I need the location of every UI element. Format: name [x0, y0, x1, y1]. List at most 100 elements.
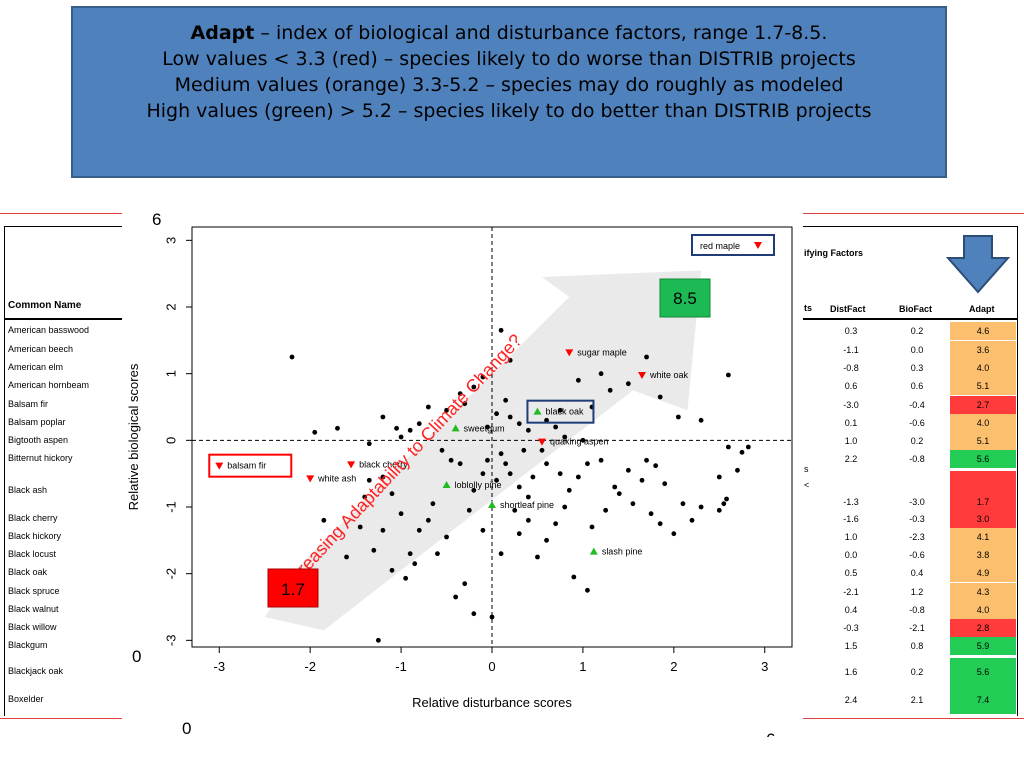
- data-point: [553, 424, 559, 430]
- data-point: [453, 594, 459, 600]
- y-tick-label: -1: [163, 501, 178, 513]
- table-row-name: American hornbeam: [8, 380, 90, 390]
- data-point: [648, 511, 654, 517]
- table-cell-biofact: 0.0: [910, 344, 924, 355]
- data-point: [544, 417, 549, 423]
- y-tick-label: 1: [163, 370, 178, 377]
- highlight-box: [526, 399, 595, 424]
- chart-panel: -3 -2 -1 0 1 2 3 -3 -2 -1 0 1 2 3 Relative disturbance…: [122, 199, 803, 749]
- side-mark-2: <: [804, 480, 810, 490]
- data-point: [585, 461, 590, 467]
- y-tick-label: -2: [163, 568, 178, 580]
- table-row-name: Black willow: [8, 622, 57, 632]
- point-label: white oak: [649, 370, 689, 380]
- point-label: black cherry: [359, 459, 408, 469]
- data-point: [689, 517, 695, 523]
- data-point: [603, 507, 609, 513]
- data-point: [535, 554, 540, 560]
- data-point: [716, 474, 722, 480]
- table-cell-distfact: -2.1: [843, 586, 859, 597]
- data-point: [466, 507, 472, 513]
- table-cell-biofact: -2.1: [909, 622, 925, 633]
- title-line-1: Adapt – index of biological and disturba…: [73, 20, 945, 46]
- point-label: balsam fir: [227, 461, 266, 471]
- data-point: [566, 487, 572, 493]
- data-point: [639, 477, 645, 483]
- data-point: [739, 449, 745, 455]
- x-tick-label: 0: [488, 659, 495, 674]
- data-point: [412, 561, 418, 567]
- data-point: [516, 531, 522, 537]
- data-point: [553, 521, 559, 527]
- point-label: sugar maple: [577, 347, 627, 357]
- title-line-4: High values (green) > 5.2 – species like…: [146, 100, 872, 122]
- table-cell-distfact: 0.4: [844, 604, 858, 615]
- data-point: [366, 441, 372, 447]
- table-cell-distfact: 0.5: [844, 567, 858, 578]
- header-distfact: DistFact: [830, 304, 866, 314]
- data-point: [562, 434, 568, 440]
- table-cell-adapt: 5.9: [976, 640, 990, 651]
- title-line-3: Medium values (orange) 3.3-5.2 – species…: [174, 74, 844, 96]
- adaptability-arrow-band: [264, 270, 702, 631]
- title-line-1-rest: – index of biological and disturbance fa…: [254, 22, 828, 44]
- table-cell-adapt-bg: [950, 658, 1016, 687]
- data-point: [457, 461, 463, 467]
- table-cell-adapt: 4.9: [976, 567, 990, 578]
- legend-box: [691, 234, 775, 256]
- data-point: [516, 484, 522, 490]
- range-low-label: 1.7: [281, 580, 305, 599]
- table-row-name: Black hickory: [8, 531, 62, 541]
- data-point: [724, 496, 729, 502]
- data-point: [745, 444, 751, 450]
- data-point: [598, 457, 604, 463]
- data-point: [525, 427, 531, 433]
- data-point: [675, 414, 681, 420]
- data-point: [471, 611, 477, 617]
- scatter-chart: -3 -2 -1 0 1 2 3 -3 -2 -1 0 1 2 3 Relative disturbance…: [126, 210, 793, 749]
- red-rule-left-top: [0, 213, 122, 214]
- green-triangle-marker: [451, 424, 460, 432]
- red-triangle-marker: [565, 349, 574, 357]
- table-cell-adapt: 2.7: [976, 399, 990, 410]
- red-triangle-marker: [638, 372, 646, 379]
- highlight-box: [208, 453, 293, 478]
- y-tick-label: -3: [163, 635, 178, 647]
- table-row-name: Black locust: [8, 549, 57, 559]
- data-point: [389, 567, 395, 573]
- data-point: [630, 501, 636, 507]
- corner-label-bottom-x-left: 0: [182, 719, 191, 737]
- table-cell-biofact: -0.3: [909, 513, 925, 524]
- table-cell-adapt: 5.6: [976, 666, 990, 677]
- data-point: [485, 424, 490, 430]
- table-row-name: Balsam poplar: [8, 417, 66, 427]
- red-triangle-marker: [538, 438, 546, 446]
- x-tick-label: -1: [395, 659, 407, 674]
- data-point: [371, 547, 377, 553]
- range-high-box: [659, 278, 711, 318]
- table-cell-biofact: -0.6: [909, 549, 925, 560]
- table-cell-adapt-bg: [950, 450, 1016, 469]
- x-tick-label: -2: [304, 659, 316, 674]
- y-tick-label: 0: [163, 437, 178, 444]
- header-adapt: Adapt: [969, 304, 995, 314]
- data-point: [321, 517, 327, 523]
- data-point: [512, 507, 518, 513]
- table-cell-adapt: 4.1: [976, 531, 990, 542]
- table-cell-adapt: 5.6: [976, 453, 990, 464]
- data-point: [439, 447, 445, 453]
- corner-label-bottom-left: 0: [132, 647, 141, 666]
- point-label: slash pine: [602, 547, 643, 557]
- data-point: [389, 491, 395, 497]
- data-point: [580, 437, 586, 443]
- range-low-box: [267, 568, 319, 608]
- header-modifying-factors: ifying Factors: [804, 248, 864, 258]
- data-point: [480, 471, 486, 477]
- data-point: [671, 531, 677, 537]
- table-cell-adapt: 4.6: [976, 325, 990, 336]
- data-point: [698, 417, 704, 423]
- data-point: [494, 477, 499, 483]
- table-row-name: Bitternut hickory: [8, 453, 73, 463]
- data-point: [480, 527, 486, 533]
- x-tick-label: 1: [579, 659, 586, 674]
